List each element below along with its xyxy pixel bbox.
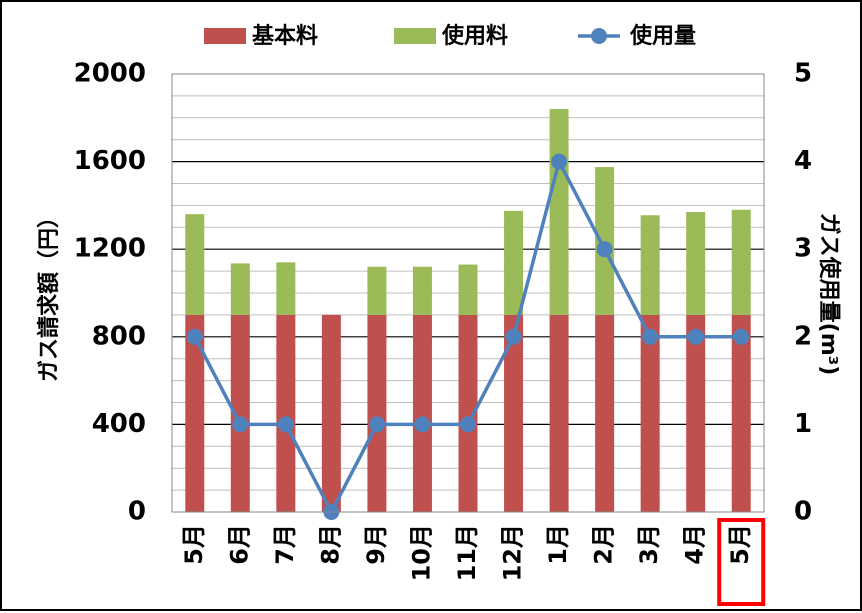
- y-tick-label: 1600: [74, 146, 146, 176]
- y-axis-ticks: 0 400 800 1200 1600 2000: [74, 59, 146, 527]
- bar-base-fee: [367, 314, 387, 512]
- y2-tick-label: 2: [794, 321, 812, 351]
- usage-point: [733, 328, 750, 345]
- bar-usage-fee: [185, 214, 205, 315]
- usage-point: [232, 416, 249, 433]
- bar-usage-fee: [549, 109, 569, 315]
- legend-swatch: [394, 28, 436, 44]
- x-tick-label: 6月: [225, 524, 253, 565]
- y-tick-label: 800: [92, 321, 146, 351]
- x-tick-label: 1月: [544, 524, 572, 565]
- bar-base-fee: [458, 314, 478, 512]
- plot-area: [171, 73, 765, 513]
- y2-tick-label: 4: [794, 146, 812, 176]
- bar-base-fee: [640, 314, 660, 512]
- usage-point: [505, 328, 522, 345]
- axes: [171, 73, 765, 513]
- y2-tick-label: 0: [794, 497, 812, 527]
- bar-usage-fee: [731, 209, 751, 315]
- usage-point: [642, 328, 659, 345]
- legend-marker: [591, 28, 607, 44]
- legend-label: 使用料: [441, 24, 508, 49]
- x-tick-label: 11月: [453, 524, 481, 581]
- y2-tick-label: 3: [794, 234, 812, 264]
- x-tick-label: 2月: [590, 524, 618, 565]
- x-tick-label: 5月: [726, 524, 754, 565]
- bar-usage-fee: [276, 262, 296, 315]
- highlight-box: [717, 518, 766, 606]
- y2-tick-label: 5: [794, 59, 812, 89]
- y-tick-label: 400: [92, 409, 146, 439]
- bar-base-fee: [230, 314, 250, 512]
- legend-label: 使用量: [629, 24, 696, 49]
- usage-point: [596, 241, 613, 258]
- x-tick-label: 10月: [407, 524, 435, 581]
- usage-line: [186, 153, 750, 520]
- legend: 基本料 使用料 使用量: [204, 24, 696, 49]
- y-tick-label: 2000: [74, 59, 146, 89]
- x-tick-label: 3月: [635, 524, 663, 565]
- bar-base-fee: [504, 314, 524, 512]
- y2-axis-label: ガス使用量(m³): [816, 213, 841, 376]
- bar-usage-fee: [686, 211, 706, 315]
- bar-usage-fee: [412, 266, 432, 315]
- legend-swatch: [204, 28, 246, 44]
- y-tick-label: 1200: [74, 234, 146, 264]
- bars: [185, 109, 751, 512]
- x-tick-label: 9月: [362, 524, 390, 565]
- bar-usage-fee: [230, 263, 250, 315]
- x-tick-label: 4月: [681, 524, 709, 565]
- usage-point: [414, 416, 431, 433]
- bar-base-fee: [686, 314, 706, 512]
- bar-usage-fee: [367, 266, 387, 315]
- x-tick-label: 5月: [180, 524, 208, 565]
- usage-point: [277, 416, 294, 433]
- bar-usage-fee: [595, 167, 615, 315]
- usage-point: [551, 153, 568, 170]
- bar-base-fee: [595, 314, 615, 512]
- x-tick-label: 8月: [316, 524, 344, 565]
- x-tick-label: 12月: [499, 524, 527, 581]
- legend-label: 基本料: [252, 24, 318, 49]
- y2-tick-label: 1: [794, 409, 812, 439]
- bar-base-fee: [731, 314, 751, 512]
- bar-base-fee: [549, 314, 569, 512]
- bar-base-fee: [321, 314, 341, 512]
- bar-base-fee: [412, 314, 432, 512]
- bar-usage-fee: [504, 210, 524, 315]
- y-axis-label: ガス請求額（円）: [36, 206, 62, 382]
- usage-point: [687, 328, 704, 345]
- y2-axis-ticks: 0 1 2 3 4 5: [794, 59, 812, 527]
- x-axis-ticks: 5月 6月 7月 8月 9月 10月 11月 12月 1月 2月 3月 4月 5月: [180, 518, 766, 606]
- y-tick-label: 0: [128, 497, 146, 527]
- bar-base-fee: [185, 314, 205, 512]
- usage-point: [460, 416, 476, 433]
- bar-usage-fee: [458, 264, 478, 315]
- usage-point: [186, 328, 203, 345]
- usage-point: [368, 416, 385, 433]
- bar-usage-fee: [640, 215, 660, 315]
- bar-base-fee: [276, 314, 296, 512]
- x-tick-label: 7月: [271, 524, 299, 565]
- gridlines: [172, 95, 764, 491]
